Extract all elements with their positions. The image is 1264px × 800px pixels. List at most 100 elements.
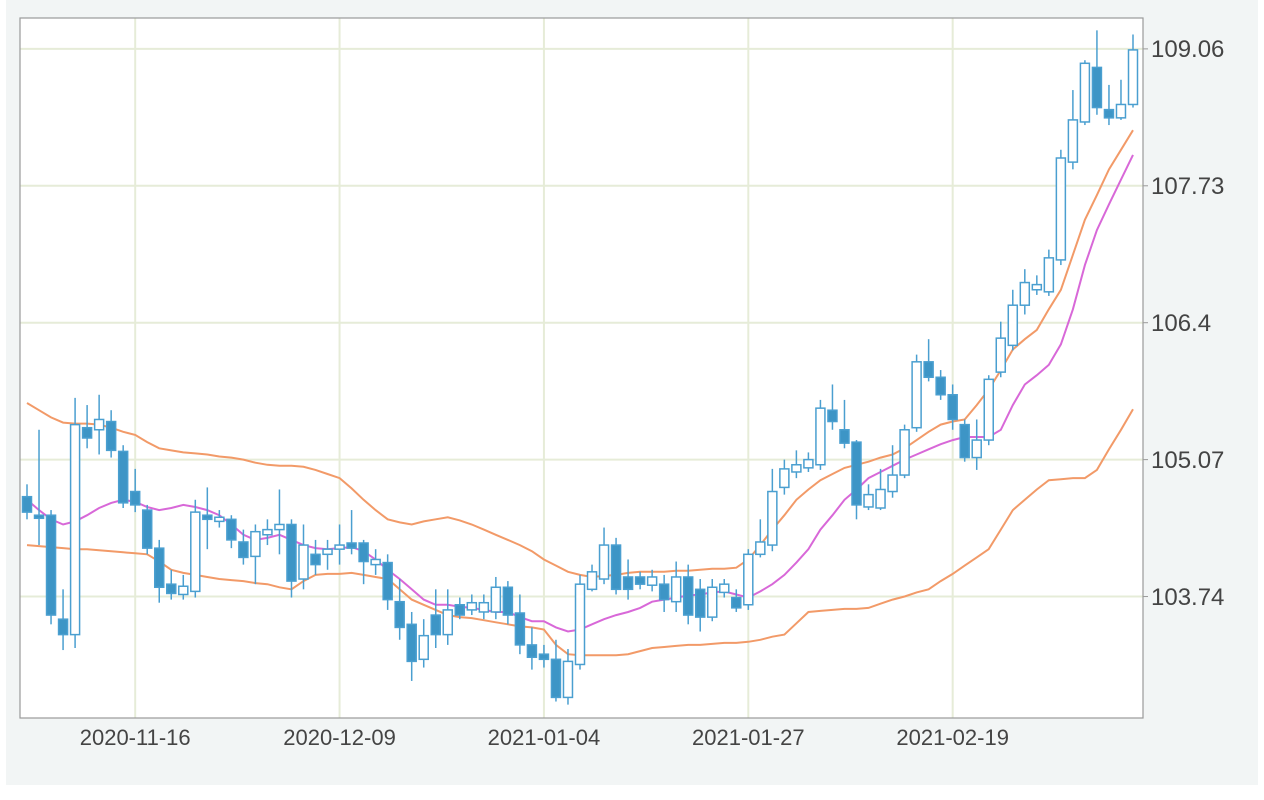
- candle-body: [129, 490, 141, 506]
- y-tick-label: 107.73: [1151, 173, 1224, 200]
- candle-body: [153, 547, 165, 589]
- candle-body: [803, 458, 814, 469]
- candle-body: [983, 378, 994, 441]
- candle-body: [238, 541, 249, 559]
- candle-body: [1067, 119, 1079, 163]
- candle-body: [1055, 157, 1067, 261]
- candle-body: [899, 429, 910, 476]
- candle-body: [694, 588, 706, 618]
- candle-body: [334, 544, 345, 550]
- candle-body: [358, 542, 369, 563]
- y-tick-label: 109.06: [1151, 36, 1224, 63]
- candle-body: [815, 407, 826, 466]
- candle-body: [827, 409, 838, 423]
- candle-body: [21, 495, 33, 513]
- candle-body: [622, 576, 634, 591]
- candle-body: [1115, 103, 1127, 119]
- candle-body: [743, 553, 754, 606]
- candle-body: [490, 586, 502, 613]
- candle-body: [298, 544, 309, 580]
- candle-body: [1127, 49, 1139, 106]
- candle-body: [274, 523, 285, 531]
- candle-body: [935, 376, 946, 396]
- candle-body: [466, 601, 478, 611]
- candle-body: [286, 523, 297, 582]
- candle-body: [262, 528, 273, 536]
- candle-body: [851, 441, 862, 506]
- candle-body: [502, 586, 514, 616]
- candle-body: [634, 576, 646, 585]
- grid: [20, 18, 1143, 718]
- candle-body: [93, 418, 105, 431]
- candle-body: [1103, 108, 1115, 119]
- candle-body: [670, 576, 682, 603]
- candle-body: [562, 660, 574, 699]
- x-tick-label: 2021-02-19: [896, 725, 1009, 750]
- candle-body: [442, 609, 454, 636]
- candle-body: [719, 583, 730, 594]
- indicator-line: [26, 129, 1134, 579]
- candle-body: [370, 558, 381, 566]
- candle-body: [779, 468, 790, 489]
- candle-body: [755, 541, 766, 556]
- candle-body: [322, 548, 333, 556]
- candle-body: [1007, 304, 1019, 347]
- x-tick-label: 2021-01-27: [692, 725, 805, 750]
- x-tick-label: 2020-11-16: [80, 725, 191, 750]
- candle-body: [117, 450, 129, 504]
- candle-body: [166, 583, 177, 595]
- candle-body: [731, 596, 742, 609]
- labels: 103.74 105.07 106.4 107.73 109.06 2020-11-16 2…: [80, 36, 1225, 750]
- candle-body: [81, 426, 93, 439]
- candle-body: [406, 623, 417, 663]
- candle-body: [995, 337, 1007, 373]
- candle-body: [1079, 62, 1091, 123]
- candle-body: [69, 423, 81, 636]
- y-tick-label: 103.74: [1151, 584, 1224, 611]
- x-tick-label: 2021-01-04: [488, 725, 601, 750]
- candle-body: [682, 576, 694, 616]
- candle-body: [190, 511, 201, 593]
- candle-body: [1043, 257, 1055, 293]
- candle-body: [310, 553, 321, 566]
- candle-body: [105, 420, 117, 452]
- candle-body: [478, 601, 490, 613]
- candle-body: [1031, 283, 1043, 291]
- candle-body: [646, 576, 658, 586]
- candle-body: [971, 439, 982, 459]
- candle-body: [598, 544, 610, 580]
- candle-body: [178, 585, 189, 596]
- candle-body: [911, 361, 922, 429]
- candle-body: [550, 658, 562, 699]
- y-tick-label: 105.07: [1151, 447, 1224, 474]
- candle-body: [706, 586, 718, 618]
- candle-body: [610, 544, 622, 591]
- candle-body: [202, 514, 213, 521]
- candle-body: [33, 514, 45, 520]
- candle-body: [947, 394, 958, 421]
- candle-body: [791, 464, 802, 473]
- candles: [21, 30, 1139, 705]
- candle-body: [1019, 281, 1031, 306]
- candle-body: [382, 561, 393, 601]
- candle-body: [959, 423, 970, 459]
- x-tick-label: 2020-12-09: [283, 725, 396, 750]
- candle-body: [574, 583, 586, 666]
- candle-body: [346, 542, 357, 549]
- candle-body: [887, 474, 898, 493]
- candle-body: [250, 530, 261, 558]
- candle-body: [658, 583, 670, 601]
- candle-body: [526, 644, 538, 659]
- candle-body: [418, 634, 429, 661]
- candle-body: [141, 509, 153, 549]
- candle-body: [226, 518, 237, 541]
- candle-body: [538, 653, 550, 661]
- y-tick-label: 106.4: [1151, 310, 1211, 337]
- candle-body: [875, 488, 886, 509]
- candle-body: [1091, 66, 1103, 109]
- candle-body: [45, 514, 57, 616]
- candle-body: [514, 612, 526, 646]
- candle-body: [839, 429, 850, 444]
- candle-body: [430, 614, 441, 636]
